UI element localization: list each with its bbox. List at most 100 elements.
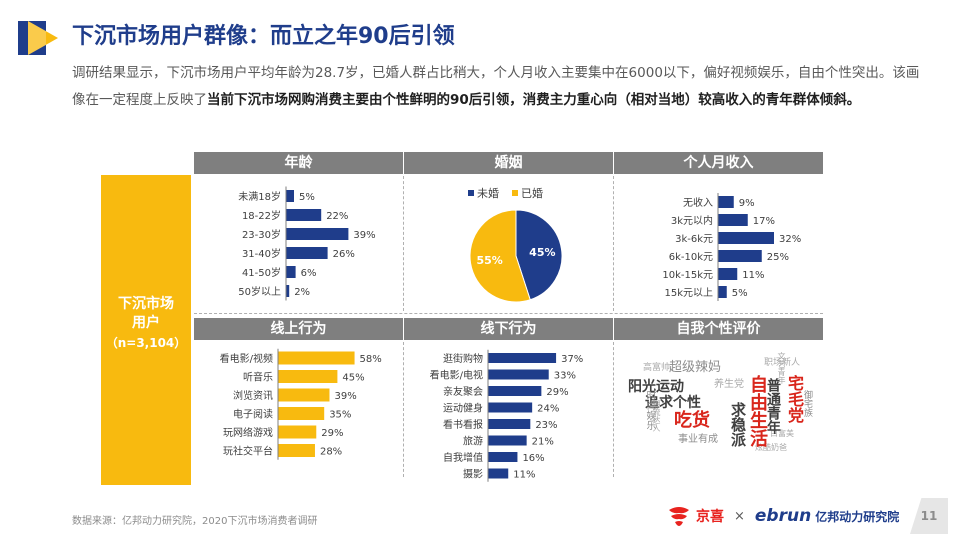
sidebar-title-line1: 下沉市场 [118, 296, 174, 312]
sidebar-title: 下沉市场 用户 [101, 295, 191, 333]
panel-title-offline: 线下行为 [404, 318, 613, 340]
data-label: 2% [294, 287, 310, 298]
bar [718, 232, 774, 244]
bar [278, 444, 315, 457]
bar [488, 468, 509, 479]
panel-marriage: 婚姻 45% 55% 未婚 已婚 [404, 152, 613, 314]
category-label: 31-40岁 [242, 247, 281, 260]
divider [403, 176, 404, 311]
wordcloud-word: 养生党 [714, 379, 744, 390]
data-label: 22% [326, 211, 348, 222]
category-label: 41-50岁 [242, 266, 281, 279]
intro-paragraph: 调研结果显示，下沉市场用户平均年龄为28.7岁，已婚人群占比稍大，个人月收入主要… [72, 60, 924, 114]
pie-slice [469, 209, 531, 303]
bar [278, 351, 355, 365]
data-label: 6% [301, 268, 317, 279]
data-label: 11% [513, 470, 535, 481]
data-label: 9% [739, 198, 755, 209]
wordcloud-word: 御宅族 [802, 390, 812, 417]
panel-self: 自我个性评价 [614, 318, 823, 340]
bar [488, 402, 533, 413]
bar [488, 452, 518, 462]
times-sign: × [734, 508, 745, 524]
wordcloud-word: 阳光运动 [628, 379, 684, 395]
data-label: 29% [546, 387, 568, 398]
category-label: 6k-10k元 [669, 252, 713, 263]
category-label: 23-30岁 [242, 228, 281, 241]
data-label: 28% [320, 447, 342, 458]
category-label: 看电影/视频 [220, 352, 273, 365]
wordcloud-word: 时尚娱乐 [644, 390, 655, 430]
category-label: 无收入 [683, 196, 713, 209]
offline-bar-chart: 逛街购物 37% 看电影/电视 33% 亲友聚会 29% 运动健身 24% 看书看报 23% 旅游 2… [430, 349, 583, 482]
bar [488, 419, 531, 429]
jingxi-logo: 京喜 × ebrun 亿邦动力研究院 [666, 504, 899, 528]
wordcloud-word: 文艺青年 [777, 352, 786, 384]
legend-swatch [468, 190, 474, 196]
income-bar-chart: 无收入 9% 3k元以内 17% 3k-6k元 32% 6k-10k元 25% 10k-15k元… [662, 193, 801, 301]
wordcloud-word: 追求个性 [645, 395, 701, 411]
category-label: 旅游 [463, 435, 483, 448]
sample-sidebar: 下沉市场 用户 （n=3,104） [101, 175, 191, 485]
data-label: 39% [334, 391, 356, 402]
bar [278, 388, 330, 402]
category-label: 摄影 [463, 468, 483, 481]
legend-label: 未婚 [477, 186, 499, 200]
jingxi-text: 京喜 [696, 509, 724, 525]
data-label: 29% [321, 428, 343, 439]
bar [286, 228, 349, 240]
intro-highlight: 当前下沉市场网购消费主要由个性鲜明的90后引领，消费主力重心向（相对当地）较高收… [207, 92, 861, 108]
slice-label: 45% [529, 246, 555, 259]
data-label: 11% [742, 270, 764, 281]
ebrun-text: ebrun [754, 506, 812, 526]
category-label: 玩社交平台 [223, 445, 273, 458]
category-label: 3k元以内 [671, 214, 713, 227]
category-label: 自我增值 [443, 451, 483, 464]
divider [613, 176, 614, 311]
bar [718, 268, 738, 280]
bar [488, 369, 549, 380]
wordcloud-word: 白富美 [770, 429, 794, 438]
data-label: 5% [732, 288, 748, 299]
bar [718, 196, 734, 208]
data-label: 17% [753, 216, 775, 227]
category-label: 运动健身 [443, 402, 483, 415]
sample-size: （n=3,104） [105, 336, 187, 350]
data-label: 16% [522, 453, 544, 464]
bar [286, 190, 294, 202]
data-label: 33% [554, 371, 576, 382]
page-title: 下沉市场用户群像：而立之年90后引领 [72, 24, 455, 49]
data-source: 数据来源：亿邦动力研究院，2020下沉市场消费者调研 [72, 516, 318, 527]
category-label: 听音乐 [243, 371, 273, 384]
bar [718, 250, 762, 262]
wordcloud-word: 自由生活 [747, 375, 768, 447]
data-label: 35% [329, 410, 351, 421]
intro-text: 调研结果显示，下沉市场用户平均年龄为28.7岁，已婚人群占比稍大，个人月收入主要… [72, 65, 920, 108]
wordcloud-word: 炫酷奶爸 [755, 443, 787, 452]
marriage-pie-chart: 45% 55% 未婚 已婚 [468, 186, 563, 303]
data-label: 45% [342, 373, 364, 384]
page-number: 11 [910, 498, 948, 534]
bar [718, 214, 748, 226]
category-label: 10k-15k元 [662, 270, 713, 281]
jingxi-logo-icon [669, 507, 689, 526]
bar [286, 266, 296, 278]
bar [278, 370, 338, 383]
panel-online: 线上行为 看电影/视频 58% 听音乐 45% 浏览资讯 39% 电子阅读 35% 玩网络游戏 2… [194, 318, 403, 500]
wordcloud-word: 超级辣妈 [669, 360, 722, 375]
panel-income: 个人月收入 无收入 9% 3k元以内 17% 3k-6k元 32% 6k-10k元 25% 10… [614, 152, 823, 314]
bar [286, 209, 322, 221]
panel-age: 年龄 未满18岁 5% 18-22岁 22% 23-30岁 39% 31-40岁 26% 41-… [194, 152, 403, 314]
pie-slice [515, 209, 563, 301]
legend-label: 已婚 [521, 186, 543, 200]
wordcloud-word: 职场新人 [764, 358, 801, 368]
online-bar-chart: 看电影/视频 58% 听音乐 45% 浏览资讯 39% 电子阅读 35% 玩网络游戏 29% 玩社交… [220, 348, 382, 460]
data-label: 37% [561, 354, 583, 365]
bar [488, 386, 542, 396]
panel-title-online: 线上行为 [194, 318, 403, 340]
ebrun-cn-text: 亿邦动力研究院 [815, 509, 900, 524]
data-label: 26% [333, 249, 355, 260]
panel-title-marriage: 婚姻 [404, 152, 613, 174]
panel-title-age: 年龄 [194, 152, 403, 174]
category-label: 3k-6k元 [675, 234, 713, 245]
